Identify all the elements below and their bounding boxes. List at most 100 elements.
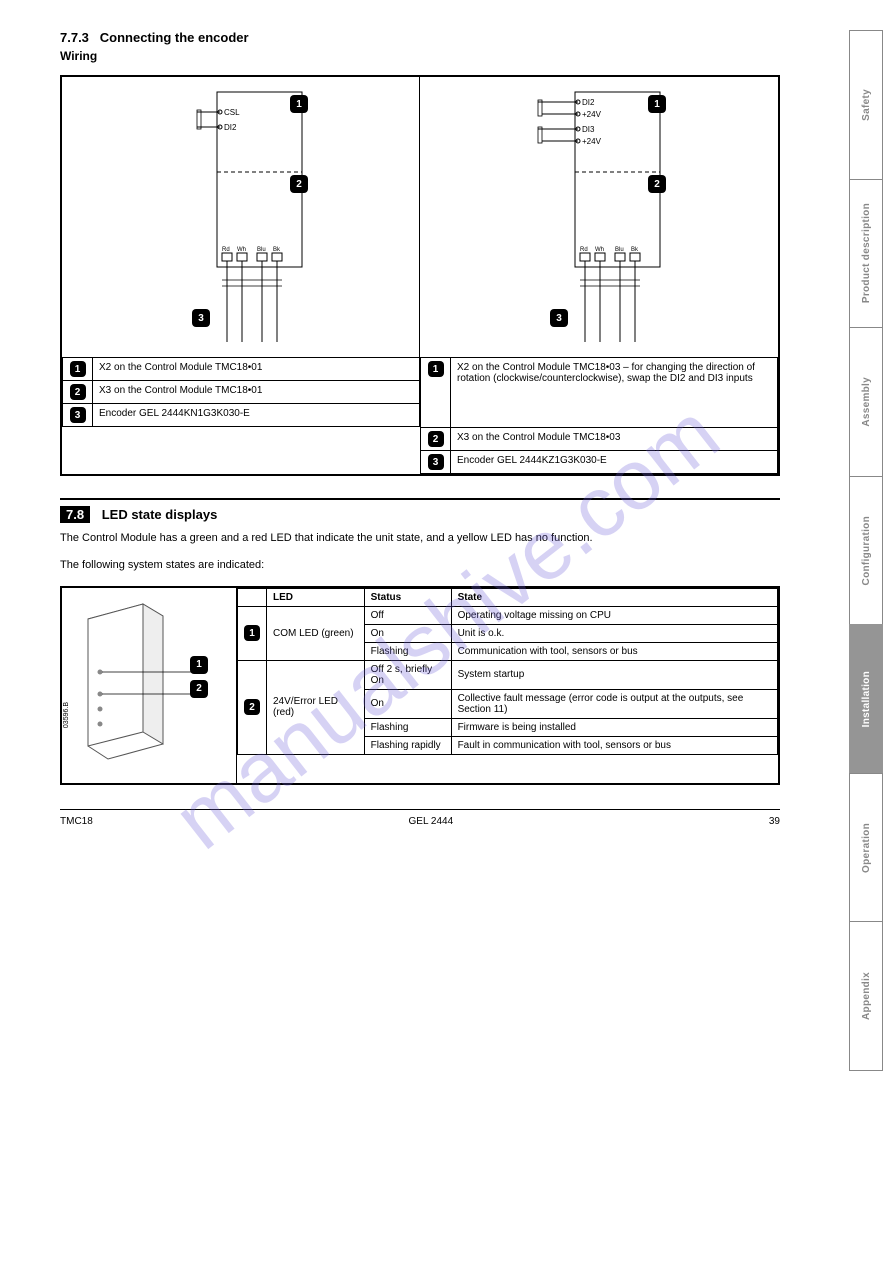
led-name: COM LED (green) — [267, 606, 365, 660]
svg-text:Wh: Wh — [595, 247, 604, 253]
led-name: 24V/Error LED (red) — [267, 660, 365, 754]
desc-table-left: 1 X2 on the Control Module TMC18•01 2X3 o… — [62, 357, 420, 427]
section-7-8-title: 7.8 LED state displays — [60, 506, 780, 523]
module-svg-right: DI2 +24V DI3 +24V Rd Wh Blu Bk — [420, 77, 780, 357]
page-content: 7.7.3 Connecting the encoder Wiring CSL — [0, 0, 820, 857]
desc-cell: Encoder GEL 2444KZ1G3K030-E — [451, 451, 778, 474]
th-status: Status — [364, 588, 451, 606]
table-row: 2 X3 on the Control Module TMC18•03 — [421, 428, 778, 451]
state-cell: Unit is o.k. — [451, 624, 777, 642]
tab-label: Configuration — [861, 516, 872, 585]
state-cell: Operating voltage missing on CPU — [451, 606, 777, 624]
th-led: LED — [267, 588, 365, 606]
section-divider — [60, 498, 780, 500]
tab-label: Safety — [861, 89, 872, 121]
section-7-8-text: LED state displays — [102, 507, 218, 522]
led-table-wrap: 1 2 03596.B LED Status State 1 COM LED (… — [60, 586, 780, 785]
desc-cell: X2 on the Control Module TMC18•01 — [93, 358, 420, 381]
table-header-row: LED Status State — [238, 588, 778, 606]
num-badge: 2 — [244, 699, 260, 715]
svg-text:Wh: Wh — [237, 247, 246, 253]
tab-label: Product description — [861, 203, 872, 303]
tab-label: Assembly — [861, 377, 872, 427]
badge-2-left: 2 — [290, 175, 308, 193]
svg-text:Bk: Bk — [631, 247, 639, 253]
state-cell: Communication with tool, sensors or bus — [451, 642, 777, 660]
desc-cell: X3 on the Control Module TMC18•03 — [451, 428, 778, 451]
tab-installation[interactable]: Installation — [849, 624, 883, 774]
diagram-desc-tables: 1X2 on the Control Module TMC18•01 2X3 o… — [62, 357, 778, 474]
image-ref: 03596.B — [63, 702, 70, 728]
state-cell: Fault in communication with tool, sensor… — [451, 736, 777, 754]
page-footer: TMC18 GEL 2444 39 — [60, 816, 780, 827]
led-module-image: 1 2 03596.B — [62, 588, 237, 783]
table-row: 3Encoder GEL 2444KZ1G3K030-E — [421, 451, 778, 474]
num-badge: 1 — [70, 361, 86, 377]
table-row: 3Encoder GEL 2444KN1G3K030-E — [63, 404, 420, 427]
svg-text:Rd: Rd — [222, 247, 230, 253]
desc-cell: Encoder GEL 2444KN1G3K030-E — [93, 404, 420, 427]
num-badge: 2 — [428, 431, 444, 447]
svg-text:Blu: Blu — [257, 247, 266, 253]
table-row: 1 COM LED (green) Off Operating voltage … — [238, 606, 778, 624]
table-row: 1 X2 on the Control Module TMC18•01 — [63, 358, 420, 381]
badge-1-left: 1 — [290, 95, 308, 113]
badge-3-right: 3 — [550, 309, 568, 327]
led-badge-1: 1 — [190, 656, 208, 674]
tab-operation[interactable]: Operation — [849, 773, 883, 923]
footer-center: GEL 2444 — [409, 816, 454, 827]
table-row: 1 X2 on the Control Module TMC18•03 – for… — [421, 358, 778, 428]
body-text-2: The following system states are indicate… — [60, 558, 780, 573]
footer-divider — [60, 809, 780, 810]
section-title-text: Connecting the encoder — [100, 30, 249, 45]
led-badge-2: 2 — [190, 680, 208, 698]
svg-text:Bk: Bk — [273, 247, 281, 253]
table-row: 2 24V/Error LED (red) Off 2 s, briefly O… — [238, 660, 778, 689]
state-cell: Collective fault message (error code is … — [451, 689, 777, 718]
svg-text:DI2: DI2 — [224, 123, 237, 132]
wiring-diagram-box: CSL DI2 Rd Wh Blu Bk — [60, 75, 780, 476]
status-cell: Flashing rapidly — [364, 736, 451, 754]
tab-label: Appendix — [861, 972, 872, 1020]
badge-2-right: 2 — [648, 175, 666, 193]
th-blank — [238, 588, 267, 606]
section-title: 7.7.3 Connecting the encoder — [60, 30, 780, 45]
status-cell: Off 2 s, briefly On — [364, 660, 451, 689]
section-7-8-number: 7.8 — [60, 506, 90, 523]
body-text-1: The Control Module has a green and a red… — [60, 531, 780, 546]
tab-safety[interactable]: Safety — [849, 30, 883, 180]
section-number: 7.7.3 — [60, 30, 89, 45]
footer-left: TMC18 — [60, 816, 93, 827]
wiring-diagram-left: CSL DI2 Rd Wh Blu Bk — [62, 77, 420, 357]
wiring-diagram-right: DI2 +24V DI3 +24V Rd Wh Blu Bk — [420, 77, 778, 357]
svg-text:DI3: DI3 — [582, 125, 595, 134]
num-badge: 1 — [244, 625, 260, 641]
desc-cell: X2 on the Control Module TMC18•03 – for … — [451, 358, 778, 428]
tab-label: Installation — [861, 671, 872, 727]
svg-text:Blu: Blu — [615, 247, 624, 253]
th-state: State — [451, 588, 777, 606]
tab-assembly[interactable]: Assembly — [849, 327, 883, 477]
desc-table-right: 1 X2 on the Control Module TMC18•03 – for… — [420, 357, 778, 474]
status-cell: On — [364, 689, 451, 718]
status-cell: Off — [364, 606, 451, 624]
led-status-table: LED Status State 1 COM LED (green) Off O… — [237, 588, 778, 755]
svg-text:DI2: DI2 — [582, 98, 595, 107]
side-tabs: Safety Product description Assembly Conf… — [849, 30, 883, 1070]
num-badge: 1 — [428, 361, 444, 377]
module-svg-left: CSL DI2 Rd Wh Blu Bk — [62, 77, 422, 357]
table-row: 2X3 on the Control Module TMC18•01 — [63, 381, 420, 404]
badge-1-right: 1 — [648, 95, 666, 113]
svg-text:CSL: CSL — [224, 108, 240, 117]
footer-right: 39 — [769, 816, 780, 827]
tab-product-description[interactable]: Product description — [849, 179, 883, 329]
svg-text:+24V: +24V — [582, 137, 602, 146]
tab-configuration[interactable]: Configuration — [849, 476, 883, 626]
subheading: Wiring — [60, 49, 780, 63]
status-cell: Flashing — [364, 642, 451, 660]
tab-label: Operation — [861, 823, 872, 873]
num-badge: 2 — [70, 384, 86, 400]
badge-3-left: 3 — [192, 309, 210, 327]
status-cell: Flashing — [364, 718, 451, 736]
tab-appendix[interactable]: Appendix — [849, 921, 883, 1071]
